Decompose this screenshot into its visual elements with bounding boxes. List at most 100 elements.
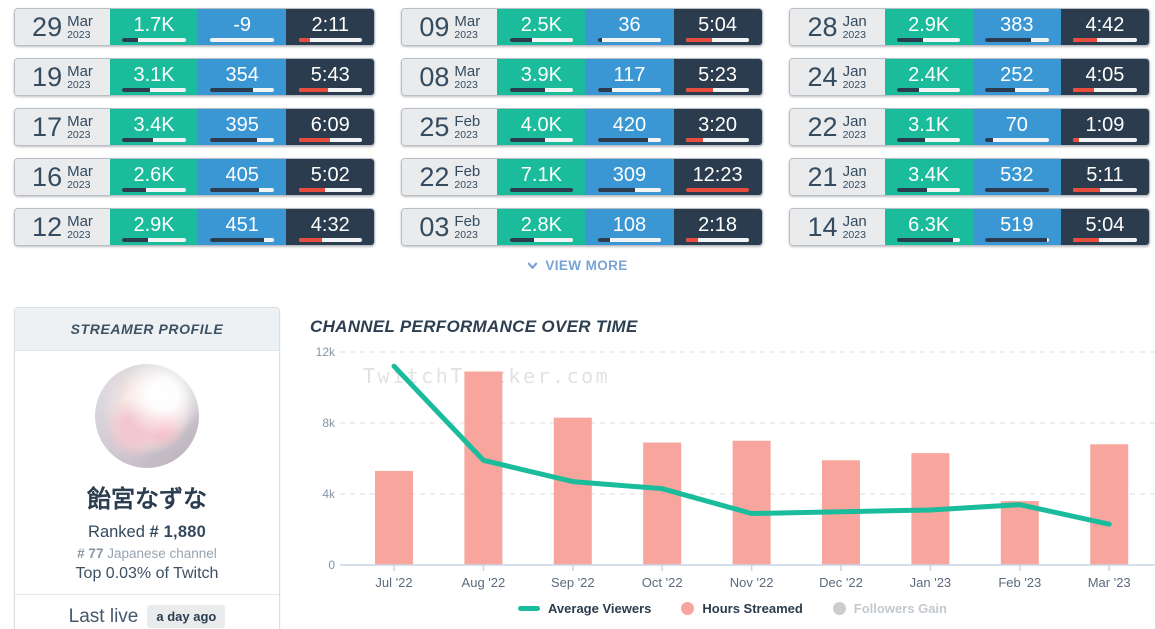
daily-stat-card[interactable]: 17 Mar 2023 3.4K 395 6:09 xyxy=(14,108,376,146)
card-date: 21 Jan 2023 xyxy=(789,159,885,195)
stream-duration-value: 12:23 xyxy=(673,159,762,195)
stream-duration-value: 5:43 xyxy=(286,59,375,95)
daily-stat-card[interactable]: 25 Feb 2023 4.0K 420 3:20 xyxy=(401,108,763,146)
progress-bar xyxy=(985,188,1049,192)
progress-bar xyxy=(298,38,362,42)
daily-stat-card[interactable]: 22 Jan 2023 3.1K 70 1:09 xyxy=(788,108,1150,146)
daily-stat-card[interactable]: 28 Jan 2023 2.9K 383 4:42 xyxy=(788,8,1150,46)
avg-viewers-value-text: 7.1K xyxy=(520,164,562,186)
daily-stat-card[interactable]: 03 Feb 2023 2.8K 108 2:18 xyxy=(401,208,763,246)
chart-legend: Average Viewers Hours Streamed Followers G… xyxy=(310,601,1155,616)
card-day: 24 xyxy=(807,61,838,92)
card-year: 2023 xyxy=(842,128,866,141)
card-year: 2023 xyxy=(842,228,866,241)
avg-viewers-value-text: 4.0K xyxy=(520,114,562,136)
chevron-down-icon xyxy=(528,262,538,269)
progress-bar xyxy=(122,188,186,192)
progress-bar-fill xyxy=(122,188,146,192)
card-month-year: Mar 2023 xyxy=(454,64,480,91)
bar-hours-streamed xyxy=(643,442,682,565)
card-date: 09 Mar 2023 xyxy=(402,9,498,45)
progress-bar xyxy=(685,88,750,92)
avg-viewers-value: 1.7K xyxy=(110,9,199,45)
card-month-year: Mar 2023 xyxy=(67,64,93,91)
card-year: 2023 xyxy=(454,78,478,91)
daily-stat-card[interactable]: 12 Mar 2023 2.9K 451 4:32 xyxy=(14,208,376,246)
stream-duration-value-text: 2:11 xyxy=(311,14,349,36)
card-date: 08 Mar 2023 xyxy=(402,59,498,95)
followers-gained-value-text: 420 xyxy=(612,114,647,136)
avg-viewers-value: 2.4K xyxy=(884,59,973,95)
progress-bar xyxy=(122,138,186,142)
ranked-label: Ranked xyxy=(88,523,145,541)
avg-viewers-value-text: 2.9K xyxy=(133,214,175,236)
avg-viewers-value: 3.1K xyxy=(884,109,973,145)
avg-viewers-value: 2.8K xyxy=(497,209,586,245)
card-month-year: Feb 2023 xyxy=(454,164,480,191)
card-month: Mar xyxy=(67,162,93,180)
card-day: 16 xyxy=(32,161,63,192)
card-day: 28 xyxy=(807,11,838,42)
progress-bar-fill xyxy=(1073,38,1098,42)
stream-duration-value-text: 5:23 xyxy=(698,64,738,86)
daily-stat-card[interactable]: 16 Mar 2023 2.6K 405 5:02 xyxy=(14,158,376,196)
followers-gained-value: 354 xyxy=(198,59,287,95)
legend-average-viewers[interactable]: Average Viewers xyxy=(518,601,651,616)
bar-hours-streamed xyxy=(464,371,503,565)
progress-bar-fill xyxy=(985,38,1031,42)
card-date: 22 Jan 2023 xyxy=(789,109,885,145)
followers-gained-value: 309 xyxy=(585,159,674,195)
progress-bar xyxy=(298,88,362,92)
card-year: 2023 xyxy=(454,228,478,241)
progress-bar-fill xyxy=(298,138,331,142)
bar-hours-streamed xyxy=(1090,444,1129,565)
followers-gained-value-text: 108 xyxy=(612,214,647,236)
stream-duration-value: 2:18 xyxy=(673,209,762,245)
legend-followers-gain[interactable]: Followers Gain xyxy=(832,601,947,616)
card-month-year: Jan 2023 xyxy=(843,214,867,241)
progress-bar xyxy=(210,138,274,142)
streamer-profile-card: STREAMER PROFILE 飴宮なずな Ranked # 1,880 # … xyxy=(14,307,280,629)
card-month: Mar xyxy=(67,212,93,230)
daily-stat-card[interactable]: 09 Mar 2023 2.5K 36 5:04 xyxy=(401,8,763,46)
y-tick-label: 8k xyxy=(322,416,336,430)
daily-stat-card[interactable]: 08 Mar 2023 3.9K 117 5:23 xyxy=(401,58,763,96)
card-day: 17 xyxy=(32,111,63,142)
progress-bar xyxy=(896,238,961,242)
daily-stat-card[interactable]: 19 Mar 2023 3.1K 354 5:43 xyxy=(14,58,376,96)
card-date: 28 Jan 2023 xyxy=(789,9,885,45)
legend-hours-streamed[interactable]: Hours Streamed xyxy=(681,601,803,616)
x-tick-label: Aug '22 xyxy=(462,575,506,590)
stats-column: 28 Jan 2023 2.9K 383 4:42 24 Jan 2023 2.4K 252 4:05… xyxy=(788,8,1150,258)
progress-bar-fill xyxy=(509,88,545,92)
daily-stat-card[interactable]: 21 Jan 2023 3.4K 532 5:11 xyxy=(788,158,1150,196)
followers-gained-value: 405 xyxy=(198,159,287,195)
progress-bar-fill xyxy=(597,238,611,242)
progress-bar xyxy=(597,88,662,92)
daily-stat-card[interactable]: 24 Jan 2023 2.4K 252 4:05 xyxy=(788,58,1150,96)
followers-gained-value: 519 xyxy=(972,209,1061,245)
card-month: Jan xyxy=(842,62,867,80)
progress-bar xyxy=(298,188,362,192)
stream-duration-value: 1:09 xyxy=(1060,109,1149,145)
card-month: Jan xyxy=(842,212,867,230)
progress-bar xyxy=(685,188,750,192)
avg-viewers-value-text: 6.3K xyxy=(908,214,950,236)
line-swatch-icon xyxy=(518,606,541,611)
stream-duration-value-text: 5:11 xyxy=(1086,164,1124,186)
progress-bar-fill xyxy=(122,138,153,142)
daily-stat-card[interactable]: 29 Mar 2023 1.7K -9 2:11 xyxy=(14,8,376,46)
card-month: Feb xyxy=(454,112,481,130)
card-month-year: Mar 2023 xyxy=(454,14,480,41)
daily-stat-card[interactable]: 22 Feb 2023 7.1K 309 12:23 xyxy=(401,158,763,196)
card-day: 25 xyxy=(419,111,450,142)
followers-gained-value-text: 451 xyxy=(225,214,259,236)
stream-duration-value-text: 2:18 xyxy=(698,214,738,236)
daily-stat-card[interactable]: 14 Jan 2023 6.3K 519 5:04 xyxy=(788,208,1150,246)
progress-bar xyxy=(122,38,186,42)
followers-gained-value: 383 xyxy=(972,9,1061,45)
stream-duration-value-text: 3:20 xyxy=(698,114,738,136)
progress-bar-fill xyxy=(122,88,151,92)
progress-bar-fill xyxy=(985,238,1048,242)
view-more-button[interactable]: VIEW MORE xyxy=(527,258,627,273)
